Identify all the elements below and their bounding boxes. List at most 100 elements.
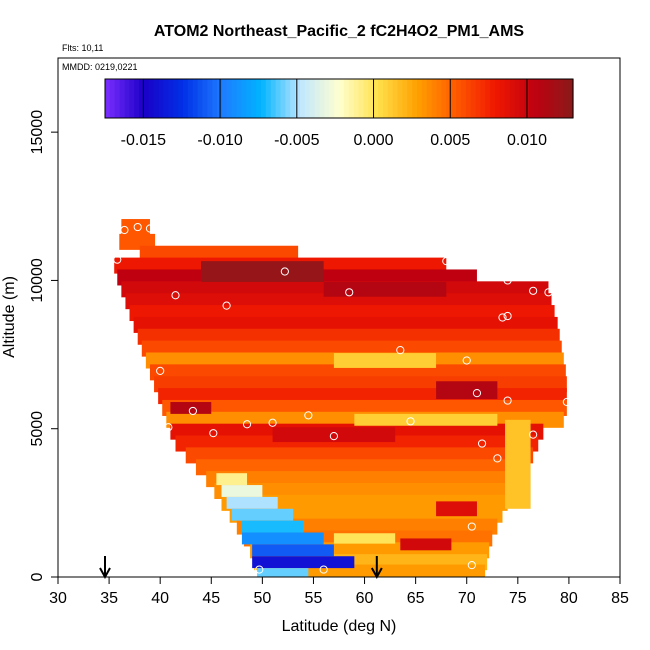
y-tick-label: 15000 — [29, 110, 46, 155]
heat-feature — [252, 544, 334, 557]
colorbar-swatch — [509, 79, 516, 118]
heat-feature — [216, 473, 248, 486]
data-point — [329, 432, 338, 441]
colorbar-swatch — [426, 79, 433, 118]
x-tick-label: 75 — [509, 590, 527, 607]
data-point — [396, 346, 405, 355]
colorbar-swatch — [421, 79, 428, 118]
colorbar-swatch — [353, 79, 360, 118]
colorbar-swatch — [417, 79, 423, 118]
colorbar-swatch — [187, 79, 194, 118]
data-point — [304, 411, 313, 420]
colorbar-swatch — [563, 79, 569, 118]
colorbar-swatch — [119, 79, 126, 118]
colorbar-swatch — [207, 79, 213, 118]
colorbar-swatch — [197, 79, 204, 118]
x-axis-label: Latitude (deg N) — [282, 618, 397, 635]
data-point — [113, 255, 122, 264]
colorbar-swatch — [183, 79, 189, 118]
heat-feature — [241, 532, 324, 545]
colorbar-swatch — [334, 79, 340, 118]
heat-feature — [505, 419, 531, 509]
colorbar-swatch — [378, 79, 384, 118]
colorbar-swatch — [363, 79, 369, 118]
colorbar-tick-label: 0.000 — [354, 132, 394, 149]
y-axis-label: Altitude (m) — [1, 276, 18, 358]
colorbar-swatch — [275, 79, 282, 118]
data-point — [498, 313, 507, 322]
x-tick-label: 60 — [356, 590, 374, 607]
colorbar-swatch — [226, 79, 233, 118]
colorbar-swatch — [529, 79, 535, 118]
colorbar-swatch — [538, 79, 545, 118]
colorbar-swatch — [392, 79, 399, 118]
colorbar-swatch — [129, 79, 135, 118]
colorbar-swatch — [270, 79, 277, 118]
colorbar-swatch — [212, 79, 218, 118]
colorbar-swatch — [373, 79, 379, 118]
x-tick-label: 55 — [305, 590, 323, 607]
y-tick-label: 5000 — [29, 411, 46, 447]
observation-points — [113, 222, 571, 574]
colorbar-swatch — [368, 79, 374, 118]
data-point — [209, 429, 218, 438]
colorbar-swatch — [324, 79, 330, 118]
colorbar-swatch — [412, 79, 418, 118]
colorbar-swatch — [300, 79, 306, 118]
x-tick-label: 70 — [458, 590, 476, 607]
heat-feature — [333, 353, 437, 368]
colorbar-swatch — [475, 79, 481, 118]
colorbar-swatch — [402, 79, 408, 118]
colorbar-swatch — [246, 79, 252, 118]
heat-feature — [252, 556, 355, 569]
data-point — [171, 291, 180, 300]
colorbar-swatch — [358, 79, 364, 118]
x-tick-label: 40 — [151, 590, 169, 607]
colorbar-swatch — [144, 79, 150, 118]
x-tick-label: 45 — [202, 590, 220, 607]
data-point — [544, 288, 553, 297]
colorbar-swatch — [290, 79, 296, 118]
colorbar-swatch — [387, 79, 394, 118]
colorbar-swatch — [465, 79, 472, 118]
y-tick-label: 0 — [29, 572, 46, 581]
heat-feature — [272, 427, 396, 443]
colorbar-ticks: -0.015 -0.010 -0.005 0.000 0.005 0.010 — [121, 79, 547, 149]
colorbar-swatch — [109, 79, 116, 118]
data-point — [255, 565, 264, 574]
data-point — [222, 301, 231, 310]
colorbar-swatch — [519, 79, 525, 118]
colorbar-swatch — [173, 79, 179, 118]
data-point — [529, 286, 538, 295]
colorbar-swatch — [285, 79, 291, 118]
data-point — [164, 423, 173, 432]
colorbar-swatch — [251, 79, 257, 118]
colorbar-swatch — [470, 79, 477, 118]
colorbar-swatch — [178, 79, 184, 118]
colorbar-swatch — [339, 79, 345, 118]
colorbar-swatch — [329, 79, 335, 118]
data-point — [462, 356, 471, 365]
heat-feature — [221, 485, 263, 497]
data-point — [467, 561, 476, 570]
heat-feature — [201, 261, 324, 282]
x-tick-label: 50 — [253, 590, 271, 607]
colorbar-swatch — [348, 79, 355, 118]
colorbar-swatch — [222, 79, 228, 118]
data-point — [242, 420, 252, 429]
colorbar-swatch — [114, 79, 121, 118]
heatmap-layer — [114, 219, 567, 577]
y-axis: 0 5000 10000 15000 — [29, 110, 58, 581]
heat-feature — [241, 520, 304, 533]
x-axis: 30 35 40 45 50 55 60 65 70 75 80 85 — [49, 577, 629, 607]
data-point — [345, 288, 354, 297]
colorbar-swatch — [105, 79, 111, 118]
colorbar-swatch — [490, 79, 496, 118]
colorbar-swatch — [485, 79, 491, 118]
heat-feature — [436, 381, 498, 400]
x-tick-label: 85 — [611, 590, 629, 607]
data-point — [467, 522, 476, 531]
data-point — [406, 417, 415, 426]
colorbar-swatch — [553, 79, 559, 118]
